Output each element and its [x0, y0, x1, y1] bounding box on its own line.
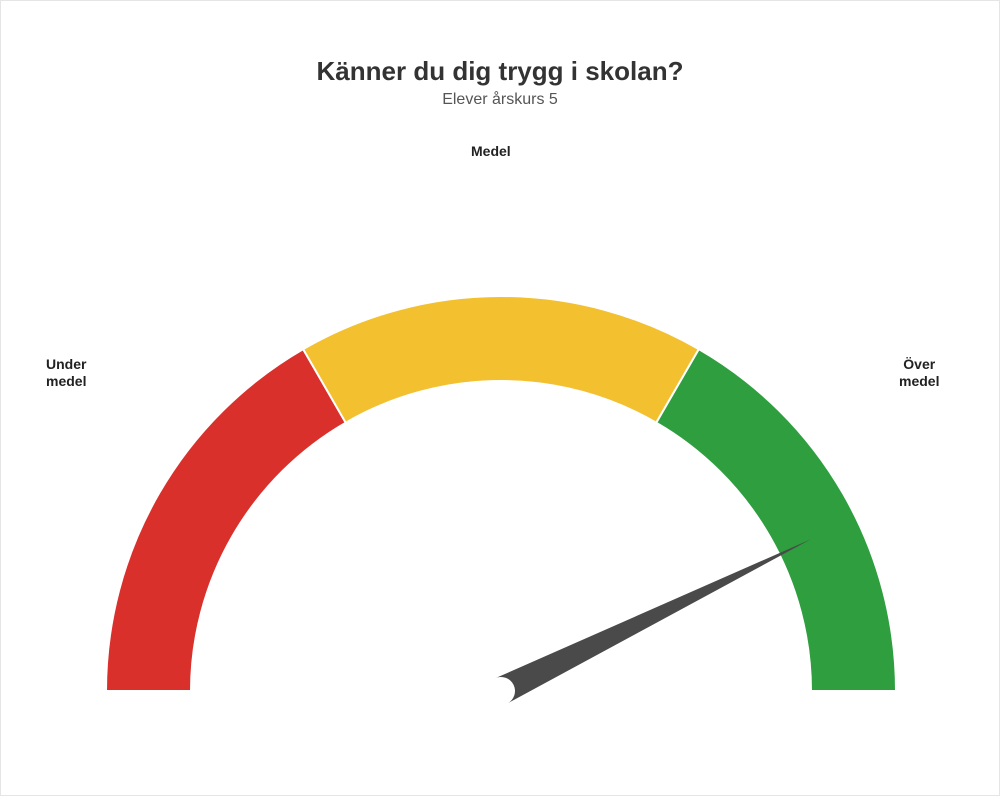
segment-label-over-medel: Övermedel	[899, 356, 939, 390]
gauge-container: Undermedel Medel Övermedel	[1, 131, 1000, 751]
gauge-needle	[495, 539, 811, 703]
gauge-segment	[106, 349, 346, 691]
chart-subtitle: Elever årskurs 5	[1, 91, 999, 109]
chart-frame: Känner du dig trygg i skolan? Elever års…	[0, 0, 1000, 796]
segment-label-medel: Medel	[471, 143, 511, 160]
gauge-segment	[656, 349, 896, 691]
gauge-segment	[303, 296, 699, 423]
chart-title: Känner du dig trygg i skolan?	[1, 56, 999, 87]
segment-label-under-medel: Undermedel	[46, 356, 86, 390]
gauge-chart	[1, 131, 1000, 751]
